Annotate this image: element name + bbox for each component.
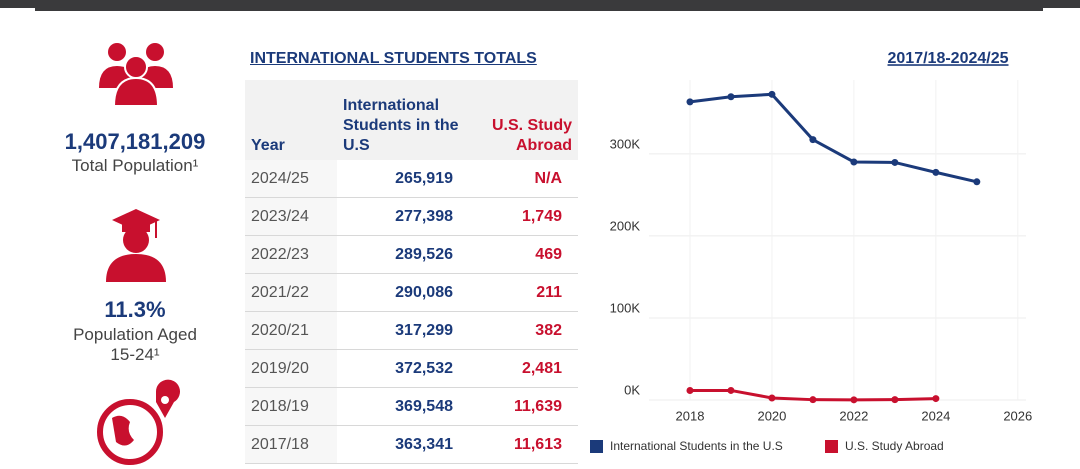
point [891,158,899,166]
x-tick-label: 2026 [1003,408,1032,423]
point [932,168,940,176]
y-tick-label: 300K [610,136,641,151]
point [891,396,899,404]
x-tick-label: 2024 [921,408,950,423]
point [850,158,858,166]
table-cell: 382 [469,311,578,350]
legend-label: International Students in the U.S [610,439,783,453]
table-row: 2018/19 369,548 11,639 [245,387,578,426]
series-line [689,92,978,184]
point [973,178,981,186]
table-cell: 290,086 [337,273,469,312]
legend-swatch [590,440,603,453]
table-body: 2024/25 265,919 N/A 2023/24 277,398 1,749 2022… [245,160,578,464]
point [809,396,817,404]
table-cell: 2,481 [469,349,578,388]
table-row: 2023/24 277,398 1,749 [245,197,578,236]
table-row: 2021/22 290,086 211 [245,273,578,312]
point [768,394,776,402]
table-cell: 211 [469,273,578,312]
table-cell: 369,548 [337,387,469,426]
stat-value: 11.3% [104,297,166,322]
table-row: 2017/18 363,341 11,613 [245,425,578,464]
point [686,98,694,106]
table-cell: 265,919 [337,160,469,198]
legend-label: U.S. Study Abroad [845,439,944,453]
table-cell: 2019/20 [245,349,337,388]
table-cell: 2017/18 [245,425,337,464]
table-cell: 2020/21 [245,311,337,350]
table-cell: 363,341 [337,425,469,464]
table-cell: 277,398 [337,197,469,236]
y-tick-label: 100K [610,300,641,315]
stat-label: Population Aged 15-24¹ [73,325,197,364]
stat-label: Total Population¹ [71,156,199,175]
point [932,395,940,403]
top-bar [0,0,1080,8]
point [850,396,858,404]
chart-title: 2017/18-2024/25 [888,50,1009,67]
table-cell: 2023/24 [245,197,337,236]
table-cell: 2022/23 [245,235,337,274]
x-tick-label: 2018 [676,408,705,423]
population-icon [99,43,173,107]
y-tick-label: 0K [624,382,640,397]
table-cell: 317,299 [337,311,469,350]
point [809,136,817,144]
table-row: 2022/23 289,526 469 [245,235,578,274]
header-cell: Year [245,80,337,160]
point [768,90,776,98]
table-row: 2019/20 372,532 2,481 [245,349,578,388]
y-tick-label: 200K [610,218,641,233]
table-row: 2020/21 317,299 382 [245,311,578,350]
point [686,386,694,394]
table: Year International Students in the U.S U… [245,80,578,464]
table-row: 2024/25 265,919 N/A [245,160,578,198]
table-cell: 11,639 [469,387,578,426]
top-bar [35,8,1043,11]
x-tick-label: 2022 [839,408,868,423]
globe-icon [97,379,180,465]
table-cell: N/A [469,160,578,198]
header-cell: International Students in the U.S [337,80,469,160]
stat-value: 1,407,181,209 [64,129,206,154]
header-cell: U.S. Study Abroad [469,80,578,160]
table-cell: 2018/19 [245,387,337,426]
table-cell: 372,532 [337,349,469,388]
table-cell: 2021/22 [245,273,337,312]
table-cell: 289,526 [337,235,469,274]
graduate-icon [106,209,166,282]
table-cell: 2024/25 [245,160,337,198]
x-tick-label: 2020 [757,408,786,423]
table-cell: 469 [469,235,578,274]
table-title: INTERNATIONAL STUDENTS TOTALS [250,50,537,67]
table-cell: 11,613 [469,425,578,464]
legend-swatch [825,440,838,453]
table-cell: 1,749 [469,197,578,236]
point [727,386,735,394]
point [727,93,735,101]
